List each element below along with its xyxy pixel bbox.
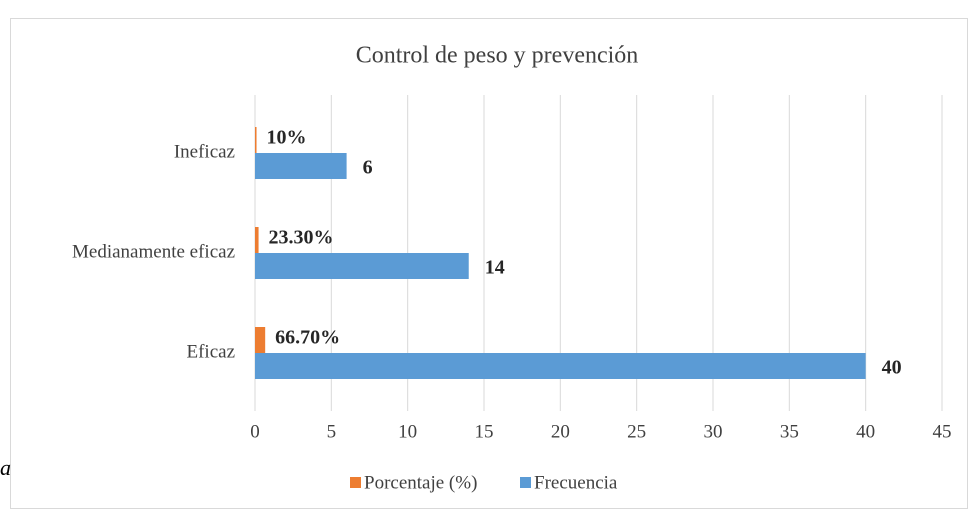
x-tick-label: 35: [780, 421, 799, 442]
chart-title: Control de peso y prevención: [356, 43, 639, 69]
x-tick-label: 40: [856, 421, 875, 442]
legend-label: Porcentaje (%): [364, 472, 477, 493]
data-label: 14: [485, 257, 505, 279]
x-tick-label: 25: [627, 421, 646, 442]
chart-border: [10, 18, 968, 509]
bar: [255, 327, 266, 353]
data-label: 40: [882, 357, 902, 379]
bar: [255, 127, 257, 153]
y-tick-label: Medianamente eficaz: [72, 241, 235, 262]
x-tick-label: 45: [933, 421, 952, 442]
bar: [255, 153, 347, 179]
data-label: 66.70%: [275, 327, 340, 349]
x-tick-label: 15: [475, 421, 494, 442]
legend-swatch: [520, 477, 531, 488]
y-tick-label: Ineficaz: [174, 141, 235, 162]
bar: [255, 253, 469, 279]
y-tick-label: Eficaz: [186, 341, 235, 362]
annotation: a: [0, 455, 11, 480]
x-tick-label: 5: [327, 421, 337, 442]
legend-label: Frecuencia: [534, 472, 618, 493]
x-tick-label: 20: [551, 421, 570, 442]
x-tick-label: 10: [398, 421, 417, 442]
bar: [255, 353, 866, 379]
legend-swatch: [350, 477, 361, 488]
data-label: 23.30%: [269, 227, 334, 249]
data-label: 6: [363, 157, 373, 179]
x-tick-label: 0: [250, 421, 260, 442]
data-label: 10%: [267, 127, 307, 149]
x-tick-label: 30: [704, 421, 723, 442]
bar: [255, 227, 259, 253]
